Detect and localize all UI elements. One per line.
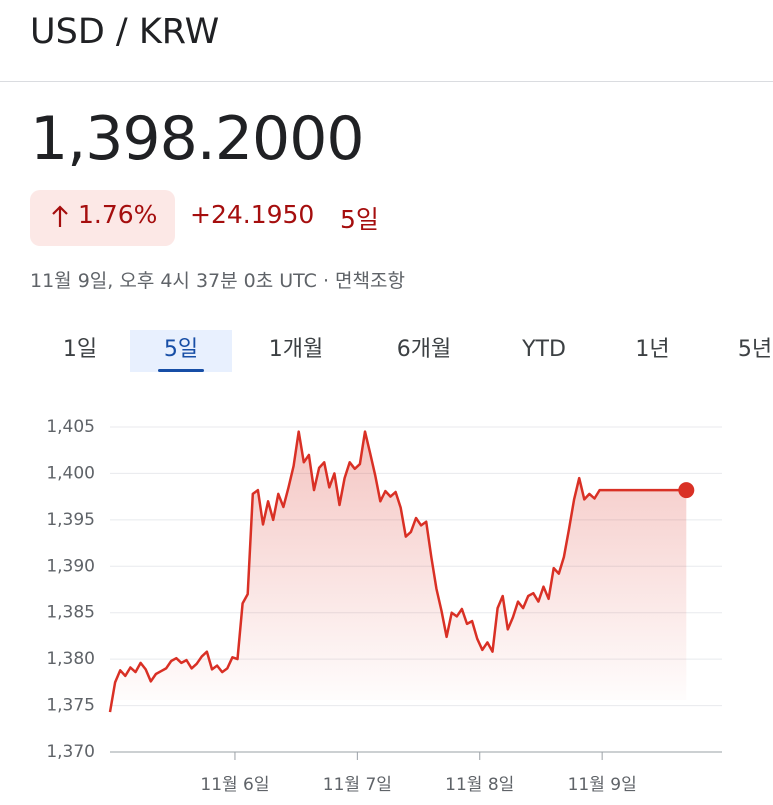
- range-tab[interactable]: 5일: [130, 330, 232, 372]
- range-tab[interactable]: 1개월: [268, 337, 324, 362]
- y-tick-label: 1,370: [46, 742, 95, 762]
- y-tick-label: 1,390: [46, 556, 95, 576]
- y-tick-label: 1,400: [46, 463, 95, 483]
- range-tab[interactable]: 5년: [737, 337, 773, 362]
- y-tick-label: 1,395: [46, 510, 95, 530]
- change-percent: 1.76%: [78, 200, 158, 229]
- x-tick-label: 11월 7일: [323, 775, 392, 795]
- range-tab[interactable]: YTD: [522, 337, 566, 362]
- price-line: [108, 430, 687, 713]
- range-tab[interactable]: 1일: [62, 337, 98, 362]
- y-tick-label: 1,385: [46, 603, 95, 623]
- range-tab[interactable]: 6개월: [396, 337, 452, 362]
- x-tick-label: 11월 6일: [200, 775, 269, 795]
- y-tick-label: 1,405: [46, 417, 95, 437]
- range-tab[interactable]: 1년: [635, 337, 670, 362]
- change-period: 5일: [340, 205, 379, 234]
- y-tick-label: 1,375: [46, 696, 95, 716]
- pair-title: USD / KRW: [30, 12, 220, 52]
- change-value: +24.1950: [190, 200, 315, 229]
- change-badge: [30, 190, 175, 246]
- price: 1,398.2000: [30, 104, 365, 174]
- timestamp: 11월 9일, 오후 4시 37분 0초 UTC · 면책조항: [30, 270, 405, 292]
- x-tick-label: 11월 9일: [568, 775, 637, 795]
- x-tick-label: 11월 8일: [445, 775, 514, 795]
- up-arrow-icon: [52, 205, 68, 227]
- y-tick-label: 1,380: [46, 649, 95, 669]
- area-fill: [110, 431, 687, 713]
- last-point: [678, 482, 695, 499]
- divider: [0, 81, 773, 82]
